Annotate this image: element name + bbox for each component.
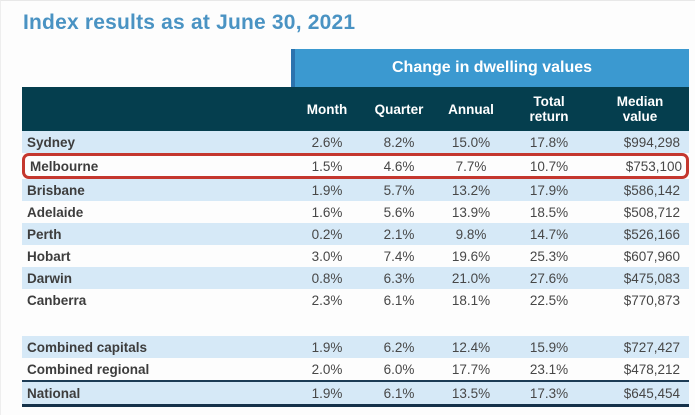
cell-quarter: 6.3%: [363, 267, 435, 289]
table-row-combined-capitals: Combined capitals 1.9% 6.2% 12.4% 15.9% …: [22, 336, 690, 358]
cell-annual: 15.0%: [435, 131, 507, 153]
cell-annual: 9.8%: [435, 223, 507, 245]
cell-month: 1.6%: [311, 204, 343, 220]
cell-month: 2.3%: [311, 292, 343, 308]
cell-median-value: $770,873: [623, 292, 681, 308]
table-row-national: National 1.9% 6.1% 13.5% 17.3% $645,454: [22, 380, 690, 407]
cell-total-return: 18.5%: [529, 204, 569, 220]
row-name: Adelaide: [27, 204, 84, 220]
cell-quarter: 6.2%: [363, 336, 435, 358]
table-row-canberra: Canberra 2.3% 6.1% 18.1% 22.5% $770,873: [22, 289, 689, 311]
cell-month: 1.9%: [291, 336, 363, 358]
cell-annual: 7.7%: [435, 153, 507, 179]
cell-month: 0.8%: [291, 267, 363, 289]
cell-quarter: 4.6%: [363, 153, 435, 179]
cell-total-return: 10.7%: [507, 153, 591, 179]
cell-annual: 18.1%: [451, 292, 491, 308]
cell-median-value: $645,454: [591, 380, 690, 407]
cell-median-value: $586,142: [591, 179, 690, 201]
spacer-cell: [22, 311, 689, 336]
row-name: Canberra: [27, 292, 87, 308]
cell-median-value: $508,712: [623, 204, 681, 220]
cell-month: 2.6%: [291, 131, 363, 153]
table-row-hobart: Hobart 3.0% 7.4% 19.6% 25.3% $607,960: [22, 245, 689, 267]
row-name: Combined capitals: [22, 336, 291, 358]
row-name: Sydney: [22, 131, 291, 153]
page-title: Index results as at June 30, 2021: [23, 11, 356, 34]
row-name: Hobart: [27, 248, 71, 264]
row-name: Perth: [22, 223, 291, 245]
cell-annual: 17.7%: [451, 361, 491, 377]
column-header-annual: Annual: [435, 87, 507, 131]
cell-annual: 12.4%: [435, 336, 507, 358]
table-row-darwin: Darwin 0.8% 6.3% 21.0% 27.6% $475,083: [22, 267, 690, 289]
row-name: Darwin: [22, 267, 291, 289]
cell-total-return: 27.6%: [507, 267, 591, 289]
cell-total-return: 17.9%: [507, 179, 591, 201]
cell-total-return: 25.3%: [529, 248, 569, 264]
index-results-table: Change in dwelling values Month Quarter …: [22, 49, 690, 407]
cell-quarter: 5.6%: [383, 204, 415, 220]
cell-annual: 21.0%: [435, 267, 507, 289]
cell-total-return: 17.3%: [507, 380, 591, 407]
row-name: Combined regional: [27, 361, 150, 377]
cell-median-value: $526,166: [591, 223, 690, 245]
cell-month: 0.2%: [291, 223, 363, 245]
group-header-banner: Change in dwelling values: [291, 49, 690, 87]
table-row-melbourne-highlighted: Melbourne 1.5% 4.6% 7.7% 10.7% $753,100: [22, 153, 690, 179]
cell-total-return: 17.8%: [507, 131, 591, 153]
cell-total-return: 23.1%: [529, 361, 569, 377]
cell-annual: 13.2%: [435, 179, 507, 201]
cell-median-value: $994,298: [591, 131, 690, 153]
cell-median-value: $727,427: [591, 336, 690, 358]
cell-quarter: 6.1%: [383, 292, 415, 308]
cell-quarter: 6.1%: [363, 380, 435, 407]
column-header-row: Month Quarter Annual Total return Median…: [22, 87, 690, 131]
cell-annual: 13.5%: [435, 380, 507, 407]
column-header-blank: [22, 87, 291, 131]
table-row-combined-regional: Combined regional 2.0% 6.0% 17.7% 23.1% …: [22, 358, 689, 380]
row-name: National: [22, 380, 291, 407]
column-header-quarter: Quarter: [363, 87, 435, 131]
table-row-perth: Perth 0.2% 2.1% 9.8% 14.7% $526,166: [22, 223, 690, 245]
cell-quarter: 6.0%: [383, 361, 415, 377]
cell-total-return: 14.7%: [507, 223, 591, 245]
cell-quarter: 2.1%: [363, 223, 435, 245]
cell-annual: 19.6%: [451, 248, 491, 264]
cell-month: 3.0%: [311, 248, 343, 264]
cell-median-value: $475,083: [591, 267, 690, 289]
table-row-sydney: Sydney 2.6% 8.2% 15.0% 17.8% $994,298: [22, 131, 690, 153]
row-name: Brisbane: [22, 179, 291, 201]
spacer-row: [22, 311, 689, 336]
cell-quarter: 5.7%: [363, 179, 435, 201]
cell-month: 2.0%: [311, 361, 343, 377]
cell-month: 1.5%: [291, 153, 363, 179]
cell-annual: 13.9%: [451, 204, 491, 220]
cell-quarter: 7.4%: [383, 248, 415, 264]
column-header-month: Month: [291, 87, 363, 131]
table-row-brisbane: Brisbane 1.9% 5.7% 13.2% 17.9% $586,142: [22, 179, 690, 201]
cell-median-value: $607,960: [623, 248, 681, 264]
cell-total-return: 22.5%: [529, 292, 569, 308]
cell-total-return: 15.9%: [507, 336, 591, 358]
banner-spacer: [22, 49, 291, 87]
cell-median-value: $478,212: [623, 361, 681, 377]
row-name: Melbourne: [22, 153, 291, 179]
cell-quarter: 8.2%: [363, 131, 435, 153]
cell-median-value: $753,100: [591, 153, 690, 179]
cell-month: 1.9%: [291, 179, 363, 201]
column-header-total-return: Total return: [507, 87, 591, 131]
cell-month: 1.9%: [291, 380, 363, 407]
table-row-adelaide: Adelaide 1.6% 5.6% 13.9% 18.5% $508,712: [22, 201, 689, 223]
group-header-row: Change in dwelling values: [22, 49, 690, 87]
column-header-median-value: Median value: [591, 87, 690, 131]
